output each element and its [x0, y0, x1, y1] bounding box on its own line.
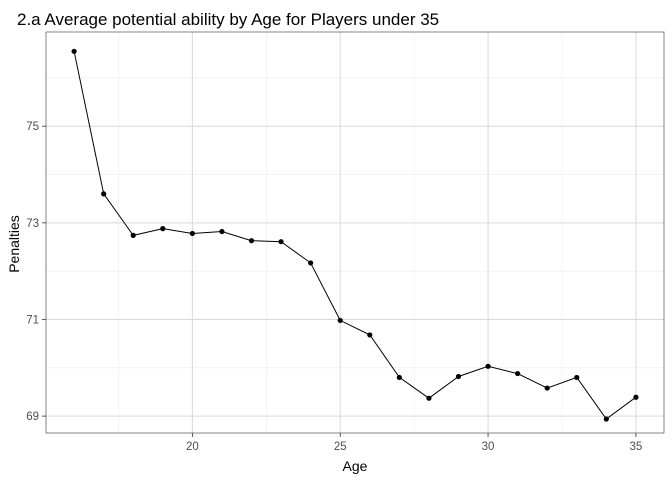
data-point: [455, 373, 462, 380]
data-point: [574, 374, 580, 381]
y-tick-label: 71: [26, 314, 39, 326]
y-tick-label: 69: [26, 411, 39, 423]
data-point: [396, 374, 402, 381]
chart-title: 2.a Average potential ability by Age for…: [17, 10, 439, 29]
data-point: [633, 394, 639, 400]
series-line: [73, 51, 637, 420]
data-point: [71, 48, 77, 54]
panel-border: [45, 31, 665, 434]
y-tick-label: 75: [26, 121, 39, 133]
data-point: [603, 416, 609, 422]
x-axis: 20 25 30 35: [186, 433, 642, 453]
data-point: [426, 395, 432, 401]
data-point: [485, 363, 491, 369]
data-point: [278, 239, 284, 245]
data-point: [308, 260, 314, 266]
data-point: [544, 385, 550, 391]
plot-panel: [45, 31, 665, 434]
major-gridlines: [46, 32, 664, 433]
series-layer: [71, 48, 639, 422]
x-tick-label: 30: [482, 441, 495, 453]
data-point: [130, 232, 136, 238]
x-tick-label: 20: [186, 441, 199, 453]
data-point: [515, 370, 521, 377]
x-axis-title: Age: [343, 458, 368, 474]
data-point: [367, 332, 373, 338]
minor-gridlines: [46, 32, 664, 433]
data-point: [101, 191, 107, 197]
data-point: [160, 226, 166, 232]
x-tick-label: 35: [630, 441, 643, 453]
data-points: [71, 48, 639, 422]
data-point: [337, 317, 343, 324]
data-point: [189, 230, 195, 237]
data-point: [219, 228, 225, 235]
panel-background: [46, 32, 664, 433]
y-tick-label: 73: [26, 218, 39, 230]
data-point: [248, 238, 255, 244]
y-axis-title: Penalties: [6, 215, 22, 273]
x-tick-label: 25: [334, 441, 347, 453]
y-axis: 69 71 73 75: [26, 121, 46, 423]
